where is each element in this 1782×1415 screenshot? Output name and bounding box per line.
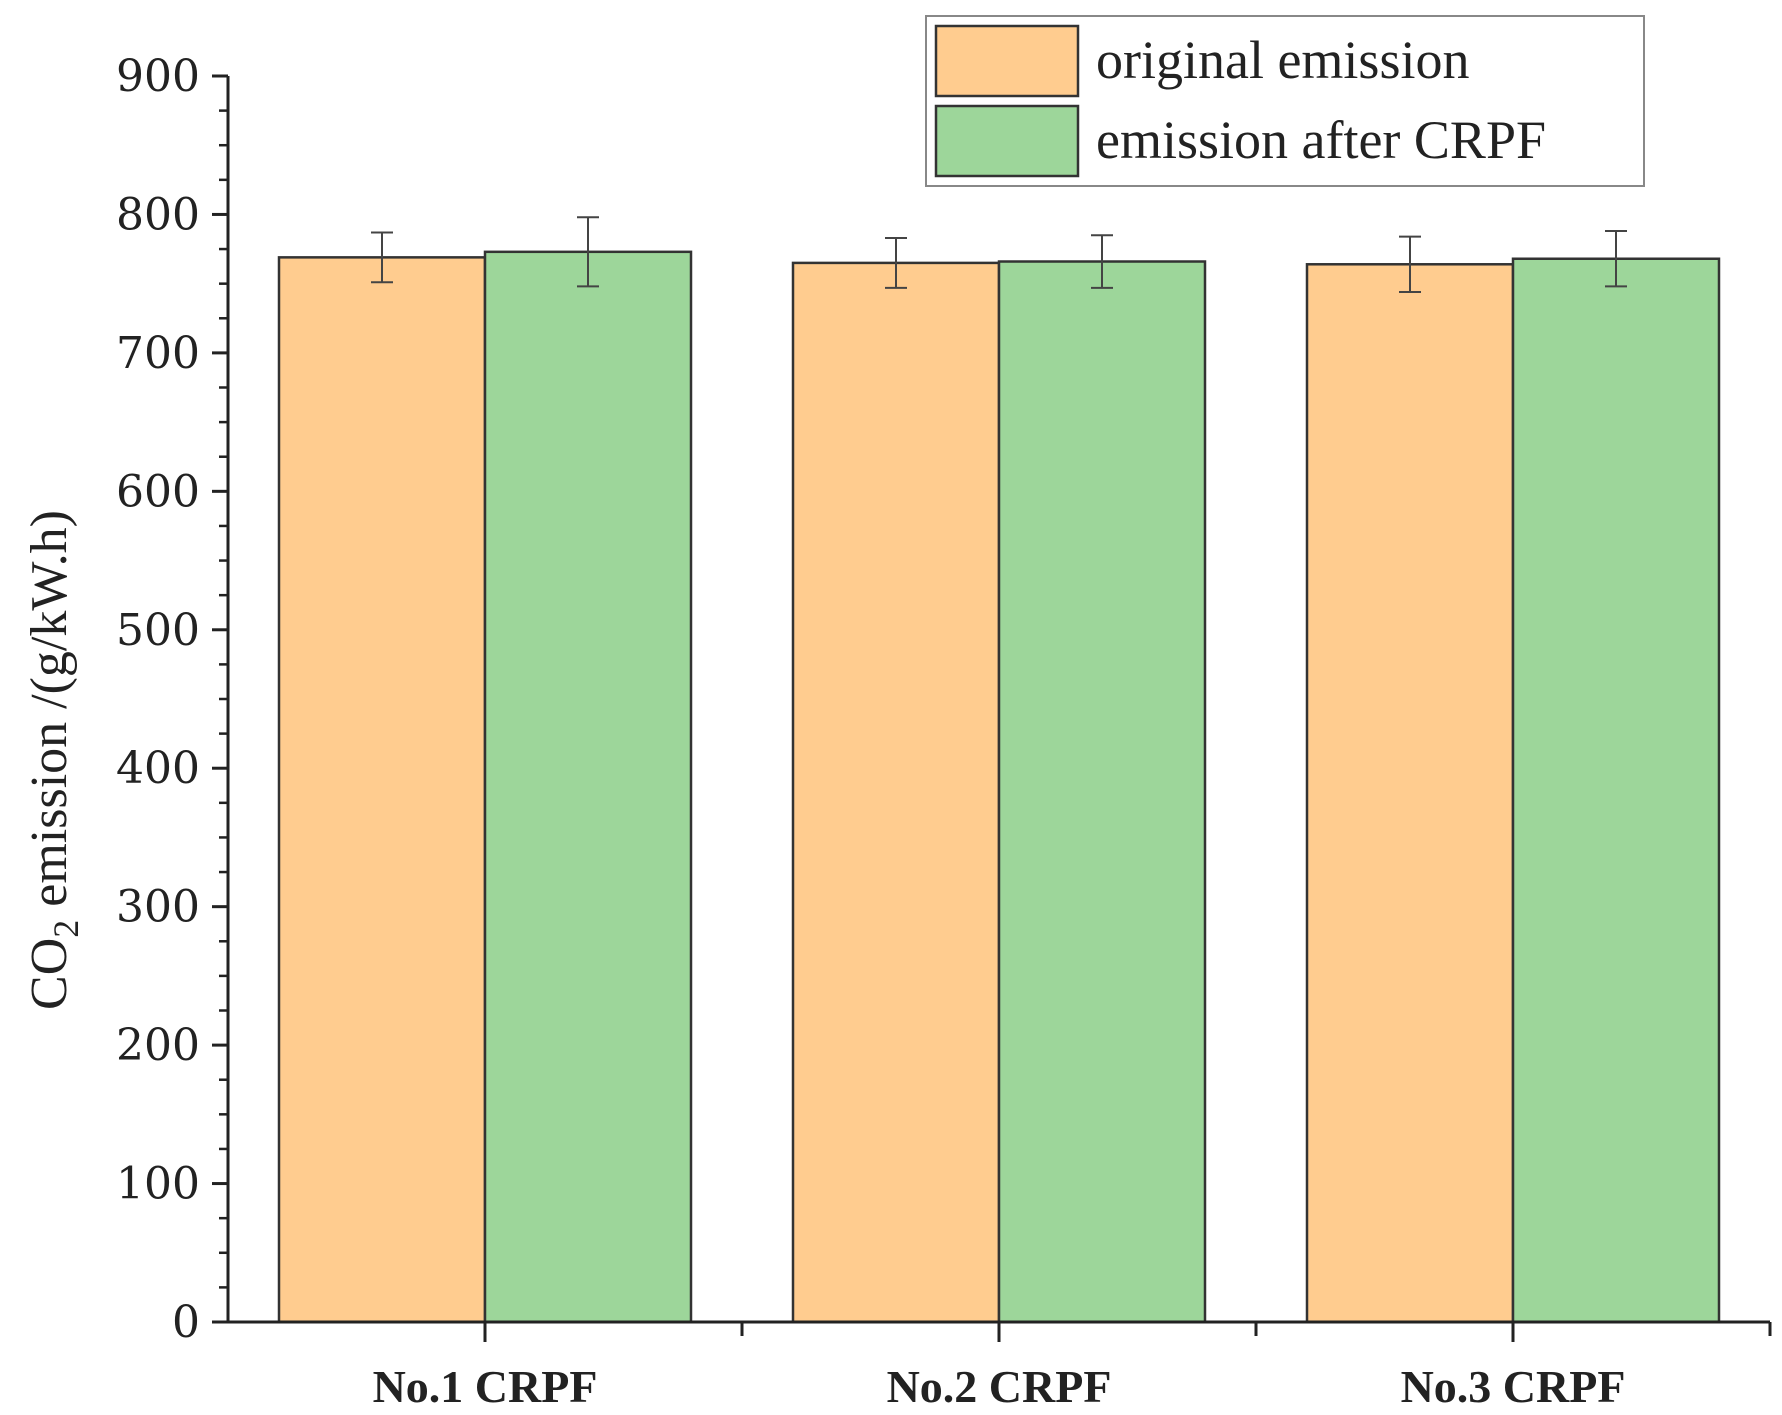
y-tick-label: 400 [116, 743, 200, 794]
axes-layer: 0 100 200 300 400 500 600 700 800 900 No.1 CRPF No.… [116, 51, 1772, 1412]
legend-label: original emission [1096, 30, 1469, 90]
legend: original emission emission after CRPF [925, 15, 1645, 187]
error-bars-layer [371, 216, 1627, 293]
bar [277, 256, 487, 1324]
bar [1511, 257, 1721, 1324]
y-tick-label: 600 [116, 466, 200, 517]
y-axis-title: CO2 emission /(g/kW.h) [21, 510, 86, 1010]
bar [483, 250, 693, 1324]
bar [1305, 263, 1515, 1324]
y-tick-label: 700 [116, 328, 200, 379]
x-category-label: No.1 CRPF [373, 1361, 598, 1412]
bar [997, 260, 1207, 1324]
legend-swatch [934, 104, 1080, 178]
legend-swatch [934, 24, 1080, 98]
y-axis-title-text: CO2 emission /(g/kW.h) [21, 510, 86, 1010]
y-tick-label: 0 [172, 1297, 200, 1348]
bars-layer [277, 250, 1721, 1324]
bar [791, 261, 1001, 1324]
y-axis-title-subscript: 2 [46, 920, 86, 938]
y-tick-label: 500 [116, 605, 200, 656]
legend-label: emission after CRPF [1096, 110, 1546, 170]
y-tick-label: 300 [116, 882, 200, 933]
x-category-label: No.2 CRPF [887, 1361, 1112, 1412]
y-tick-label: 800 [116, 189, 200, 240]
x-category-label: No.3 CRPF [1401, 1361, 1626, 1412]
y-axis-title-suffix: emission /(g/kW.h) [21, 510, 78, 920]
y-axis-title-prefix: CO [21, 938, 78, 1010]
y-tick-label: 900 [116, 51, 200, 102]
y-tick-label: 100 [116, 1159, 200, 1210]
y-tick-label: 200 [116, 1020, 200, 1071]
